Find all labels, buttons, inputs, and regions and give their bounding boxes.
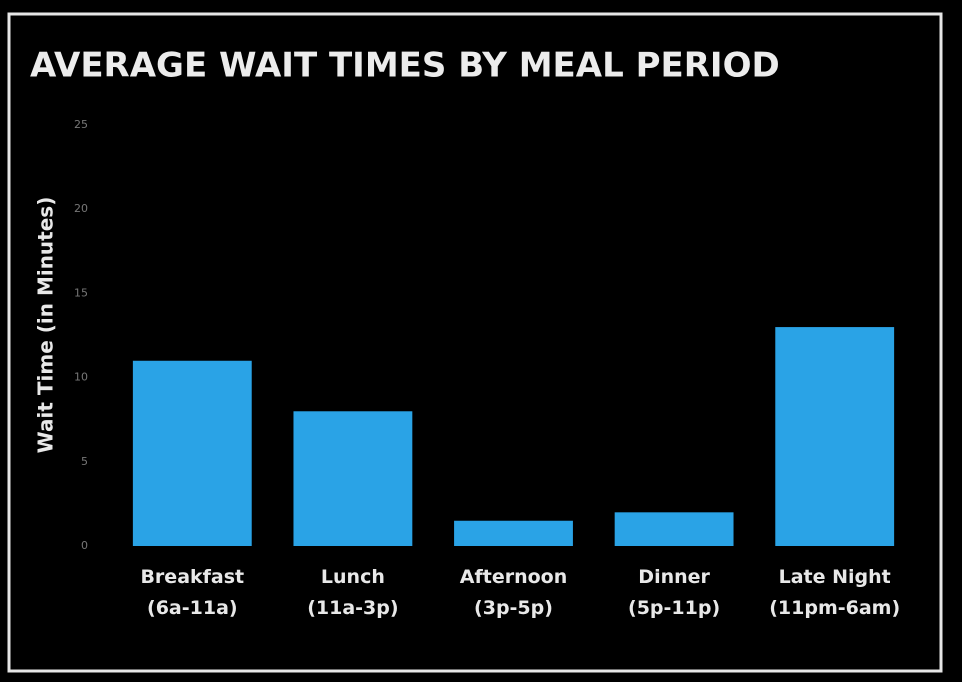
x-tick-label: Dinner (5p-11p) — [628, 566, 721, 619]
y-tick-label: 10 — [74, 371, 88, 384]
y-tick-label: 0 — [81, 539, 88, 552]
x-tick-label: Breakfast (6a-11a) — [140, 566, 245, 619]
bar — [454, 520, 573, 546]
bar — [293, 411, 413, 546]
y-tick-label: 5 — [81, 455, 88, 468]
y-axis-label: Wait Time (in Minutes) — [34, 197, 58, 454]
bar — [614, 512, 734, 546]
y-tick-label: 20 — [74, 202, 88, 215]
frame — [7, 12, 943, 673]
x-tick-label: Lunch (11a-3p) — [307, 566, 399, 619]
chart-title: AVERAGE WAIT TIMES BY MEAL PERIOD — [30, 46, 780, 86]
bar — [775, 327, 895, 546]
bar — [132, 360, 252, 546]
x-tick-label: Late Night (11pm-6am) — [769, 566, 901, 619]
y-tick-label: 25 — [74, 118, 88, 131]
x-tick-label: Afternoon (3p-5p) — [459, 566, 568, 619]
y-tick-label: 15 — [74, 286, 88, 299]
